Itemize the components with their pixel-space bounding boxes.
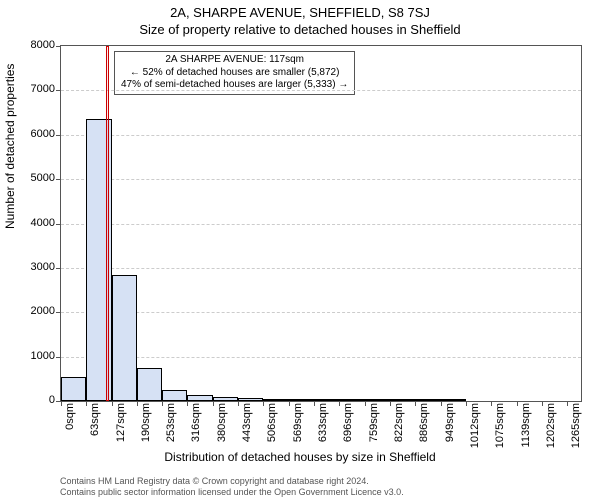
xtick-label: 759sqm	[368, 403, 380, 442]
annotation-line1: 2A SHARPE AVENUE: 117sqm	[121, 54, 348, 67]
ytick-label: 7000	[15, 83, 55, 95]
histogram-bar	[112, 275, 137, 401]
xtick-label: 822sqm	[393, 403, 405, 442]
gridline	[61, 179, 581, 180]
xtick-mark	[415, 401, 416, 406]
xtick-mark	[517, 401, 518, 406]
ytick-mark	[56, 357, 61, 358]
gridline	[61, 90, 581, 91]
xtick-mark	[542, 401, 543, 406]
histogram-bar	[137, 368, 162, 401]
xtick-mark	[137, 401, 138, 406]
xtick-label: 1075sqm	[494, 403, 506, 448]
xtick-label: 443sqm	[241, 403, 253, 442]
footer-line2: Contains public sector information licen…	[60, 487, 404, 497]
histogram-bar	[263, 399, 288, 401]
gridline	[61, 357, 581, 358]
histogram-bar	[238, 398, 263, 401]
annotation-line2: ← 52% of detached houses are smaller (5,…	[121, 67, 348, 80]
ytick-mark	[56, 179, 61, 180]
histogram-bar	[61, 377, 86, 401]
xtick-label: 253sqm	[165, 403, 177, 442]
xtick-mark	[365, 401, 366, 406]
histogram-bar	[289, 399, 315, 401]
ytick-label: 6000	[15, 128, 55, 140]
histogram-bar	[314, 399, 339, 401]
gridline	[61, 135, 581, 136]
xtick-label: 506sqm	[266, 403, 278, 442]
ytick-label: 1000	[15, 350, 55, 362]
chart-title-line2: Size of property relative to detached ho…	[0, 22, 600, 37]
ytick-mark	[56, 224, 61, 225]
gridline	[61, 312, 581, 313]
xtick-label: 569sqm	[292, 403, 304, 442]
ytick-label: 3000	[15, 261, 55, 273]
xtick-label: 1012sqm	[469, 403, 481, 448]
xtick-mark	[61, 401, 62, 406]
xtick-mark	[491, 401, 492, 406]
ytick-mark	[56, 90, 61, 91]
footer-attribution: Contains HM Land Registry data © Crown c…	[60, 476, 404, 497]
histogram-bar	[187, 395, 213, 401]
xtick-label: 380sqm	[216, 403, 228, 442]
xtick-mark	[339, 401, 340, 406]
x-axis-label: Distribution of detached houses by size …	[0, 450, 600, 464]
ytick-mark	[56, 135, 61, 136]
xtick-mark	[441, 401, 442, 406]
ytick-mark	[56, 46, 61, 47]
xtick-mark	[466, 401, 467, 406]
xtick-mark	[263, 401, 264, 406]
ytick-label: 5000	[15, 172, 55, 184]
xtick-mark	[162, 401, 163, 406]
xtick-mark	[238, 401, 239, 406]
xtick-label: 1139sqm	[520, 403, 532, 447]
xtick-label: 63sqm	[89, 403, 101, 436]
histogram-bar	[390, 399, 416, 401]
histogram-bar	[441, 399, 466, 401]
histogram-bar	[213, 397, 238, 401]
xtick-label: 0sqm	[64, 403, 76, 430]
xtick-mark	[112, 401, 113, 406]
xtick-label: 886sqm	[418, 403, 430, 442]
histogram-bar	[365, 399, 390, 401]
histogram-bar	[339, 399, 364, 401]
xtick-label: 1202sqm	[545, 403, 557, 448]
xtick-mark	[390, 401, 391, 406]
ytick-label: 0	[15, 394, 55, 406]
xtick-mark	[86, 401, 87, 406]
xtick-label: 127sqm	[115, 403, 127, 442]
ytick-label: 8000	[15, 39, 55, 51]
xtick-label: 316sqm	[190, 403, 202, 442]
xtick-label: 696sqm	[342, 403, 354, 442]
annotation-box: 2A SHARPE AVENUE: 117sqm ← 52% of detach…	[114, 51, 355, 95]
xtick-label: 190sqm	[140, 403, 152, 442]
xtick-mark	[567, 401, 568, 406]
chart-title-line1: 2A, SHARPE AVENUE, SHEFFIELD, S8 7SJ	[0, 5, 600, 20]
highlight-marker	[106, 46, 109, 401]
histogram-bar	[162, 390, 187, 401]
footer-line1: Contains HM Land Registry data © Crown c…	[60, 476, 404, 486]
plot-area: 2A SHARPE AVENUE: 117sqm ← 52% of detach…	[60, 45, 582, 402]
xtick-label: 949sqm	[444, 403, 456, 442]
xtick-label: 1265sqm	[570, 403, 582, 448]
gridline	[61, 268, 581, 269]
xtick-mark	[213, 401, 214, 406]
ytick-label: 2000	[15, 305, 55, 317]
xtick-mark	[187, 401, 188, 406]
ytick-label: 4000	[15, 217, 55, 229]
xtick-mark	[314, 401, 315, 406]
ytick-mark	[56, 312, 61, 313]
xtick-mark	[289, 401, 290, 406]
xtick-label: 633sqm	[317, 403, 329, 442]
ytick-mark	[56, 268, 61, 269]
histogram-bar	[415, 399, 440, 401]
gridline	[61, 224, 581, 225]
